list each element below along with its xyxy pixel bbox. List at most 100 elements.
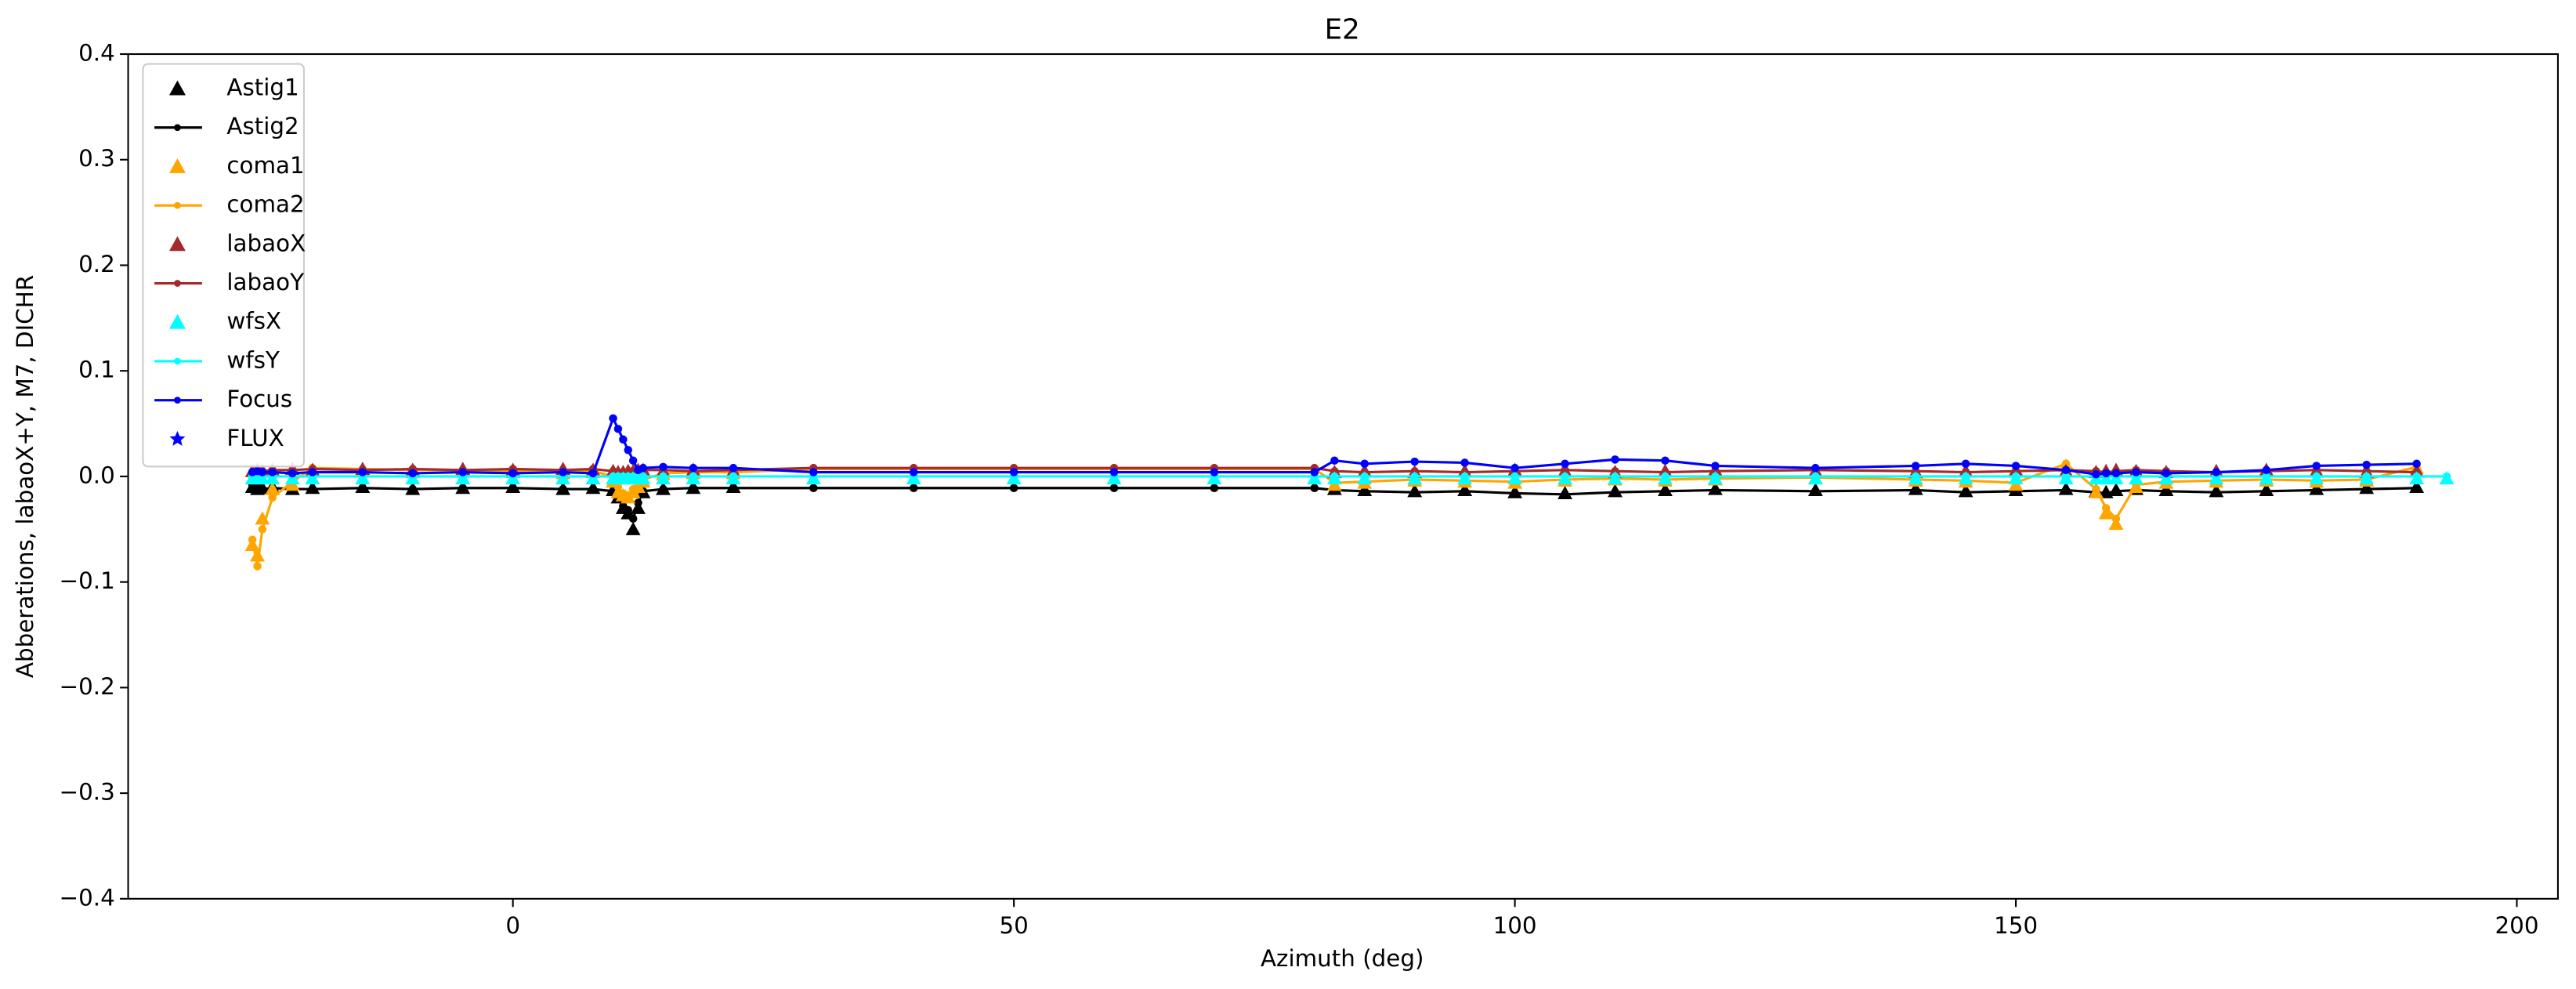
dot-marker bbox=[1961, 472, 1970, 481]
x-tick-label: 50 bbox=[999, 912, 1028, 939]
triangle-marker bbox=[250, 548, 265, 562]
dot-marker bbox=[1210, 484, 1219, 492]
legend-label: wfsX bbox=[226, 308, 281, 335]
dot-marker bbox=[624, 491, 632, 500]
legend-label: labaoY bbox=[226, 269, 304, 295]
y-tick-label: 0.4 bbox=[78, 40, 115, 67]
dot-marker bbox=[659, 484, 668, 494]
dot-marker bbox=[628, 514, 638, 523]
dot-marker bbox=[659, 472, 668, 481]
dot-marker bbox=[1661, 456, 1670, 465]
dot-marker bbox=[1410, 472, 1419, 481]
dot-marker bbox=[408, 469, 418, 478]
dot-marker bbox=[174, 397, 181, 404]
dot-marker bbox=[2412, 484, 2421, 492]
legend-box bbox=[142, 63, 305, 468]
dot-marker bbox=[1811, 487, 1820, 496]
dot-marker bbox=[1811, 463, 1820, 473]
dot-marker bbox=[1511, 472, 1519, 481]
dot-marker bbox=[1330, 456, 1339, 465]
dot-marker bbox=[2101, 489, 2111, 498]
dot-marker bbox=[1611, 487, 1619, 497]
dot-marker bbox=[1611, 472, 1619, 481]
series-line bbox=[251, 484, 2417, 522]
dot-marker bbox=[2212, 468, 2221, 476]
legend-label: coma2 bbox=[226, 191, 304, 218]
dot-marker bbox=[1911, 472, 1920, 481]
dot-marker bbox=[268, 468, 277, 476]
dot-marker bbox=[258, 484, 267, 494]
dot-marker bbox=[689, 484, 698, 492]
dot-marker bbox=[613, 483, 623, 491]
dot-marker bbox=[2412, 459, 2421, 469]
dot-marker bbox=[1511, 489, 1519, 498]
dot-marker bbox=[2111, 514, 2121, 523]
dot-marker bbox=[689, 463, 698, 473]
dot-marker bbox=[2011, 472, 2021, 481]
dot-marker bbox=[248, 535, 257, 545]
y-axis-label: Abberations, labaoX+Y, M7, DICHR bbox=[12, 275, 38, 678]
dot-marker bbox=[1310, 484, 1319, 492]
dot-marker bbox=[308, 468, 317, 476]
dot-marker bbox=[1961, 459, 1970, 469]
dot-marker bbox=[1360, 472, 1369, 481]
dot-marker bbox=[2061, 466, 2071, 475]
dot-marker bbox=[624, 446, 632, 455]
dot-marker bbox=[2312, 472, 2321, 481]
legend-label: Focus bbox=[226, 386, 292, 412]
dot-marker bbox=[2262, 466, 2271, 475]
chart-title: E2 bbox=[1325, 14, 1360, 46]
dot-marker bbox=[588, 469, 598, 478]
dot-marker bbox=[2061, 472, 2071, 481]
y-tick-label: −0.3 bbox=[60, 779, 115, 806]
dot-marker bbox=[1661, 472, 1670, 481]
dot-marker bbox=[909, 484, 918, 492]
x-axis-label: Azimuth (deg) bbox=[1261, 945, 1424, 972]
dot-marker bbox=[634, 498, 642, 507]
dot-marker bbox=[508, 469, 517, 478]
dot-marker bbox=[729, 463, 738, 473]
x-tick-label: 100 bbox=[1493, 912, 1537, 939]
dot-marker bbox=[1210, 468, 1219, 476]
triangle-marker bbox=[168, 80, 186, 96]
dot-marker bbox=[639, 463, 648, 473]
triangle-marker bbox=[625, 521, 641, 535]
dot-marker bbox=[1611, 455, 1619, 464]
legend-label: Astig1 bbox=[226, 74, 298, 101]
dot-marker bbox=[2412, 472, 2421, 481]
legend: Astig1 Astig2 coma1 coma2 labaoX labaoY wfsX wf… bbox=[142, 63, 306, 468]
series-line bbox=[251, 415, 2417, 476]
dot-marker bbox=[508, 484, 517, 492]
legend-label: wfsY bbox=[226, 346, 280, 373]
dot-marker bbox=[1511, 463, 1519, 473]
y-tick-label: −0.1 bbox=[60, 567, 115, 594]
series-line bbox=[251, 466, 2417, 474]
dot-marker bbox=[1711, 472, 1720, 481]
dot-marker bbox=[174, 280, 181, 287]
x-tick-label: 200 bbox=[2495, 912, 2538, 939]
y-tick-label: −0.4 bbox=[60, 884, 115, 911]
dot-marker bbox=[2111, 469, 2121, 478]
dot-marker bbox=[1009, 468, 1018, 476]
dot-marker bbox=[1460, 458, 1469, 467]
legend-label: labaoX bbox=[226, 230, 306, 256]
dot-marker bbox=[174, 201, 181, 209]
dot-marker bbox=[1109, 468, 1119, 476]
dot-marker bbox=[2312, 462, 2321, 470]
dot-marker bbox=[1561, 459, 1569, 469]
dot-marker bbox=[2011, 462, 2021, 470]
dot-marker bbox=[1360, 487, 1369, 496]
dot-marker bbox=[809, 468, 818, 476]
y-tick-label: 0.1 bbox=[78, 357, 115, 383]
dot-marker bbox=[358, 484, 367, 492]
dot-marker bbox=[1711, 486, 1720, 494]
dot-marker bbox=[1310, 468, 1319, 476]
plot-area bbox=[244, 414, 2455, 571]
y-tick-label: −0.2 bbox=[60, 673, 115, 700]
dot-marker bbox=[2362, 484, 2371, 494]
legend-label: Astig2 bbox=[226, 113, 298, 139]
dot-marker bbox=[253, 562, 262, 571]
dot-marker bbox=[2212, 487, 2221, 497]
dot-marker bbox=[1811, 472, 1820, 481]
dot-marker bbox=[358, 468, 367, 476]
